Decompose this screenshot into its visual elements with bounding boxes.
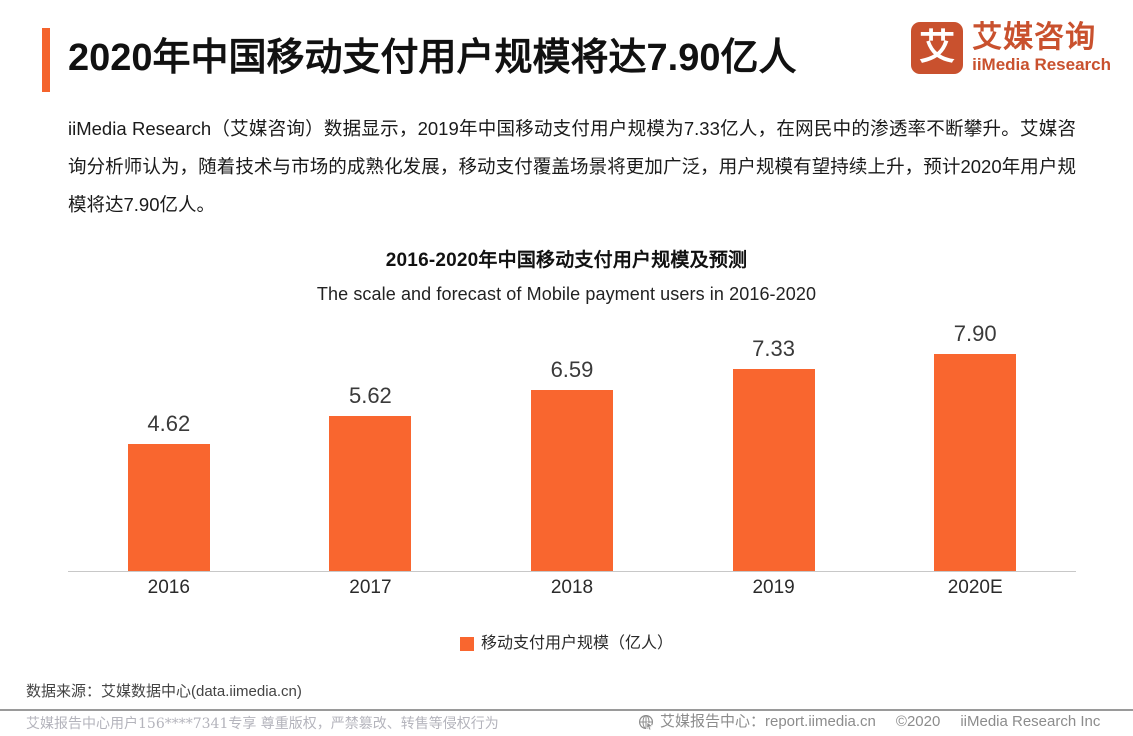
bar-series: 4.62 5.62 6.59 7.33 7.90 xyxy=(68,318,1076,571)
brand-logo: 艾 艾媒咨询 iiMedia Research xyxy=(911,22,1111,75)
chart-subtitle: The scale and forecast of Mobile payment… xyxy=(316,284,817,304)
header: 2020年中国移动支付用户规模将达7.90亿人 艾 艾媒咨询 iiMedia R… xyxy=(0,0,1133,104)
lede-paragraph: iiMedia Research（艾媒咨询）数据显示，2019年中国移动支付用户… xyxy=(68,118,1076,215)
logo-name-en: iiMedia Research xyxy=(972,54,1111,74)
x-axis-label: 2017 xyxy=(349,577,392,598)
chart-container: 2016-2020年中国移动支付用户规模及预测 The scale and fo… xyxy=(0,248,1133,668)
x-axis-line xyxy=(68,571,1076,572)
bar-value-label: 6.59 xyxy=(550,356,594,382)
bar-column: 7.90 xyxy=(934,318,1017,571)
x-axis-label: 2018 xyxy=(550,577,594,598)
logo-text: 艾媒咨询 iiMedia Research xyxy=(972,22,1111,74)
bar-chart-plot: 4.62 5.62 6.59 7.33 7.90 2016 2017 2018 2019 202… xyxy=(68,318,1076,602)
bar-rect xyxy=(329,416,412,571)
report-center-label: 艾媒报告中心：report.iimedia.cn xyxy=(660,713,876,730)
bar-value-label: 5.62 xyxy=(348,383,392,409)
copyright-year: ©2020 xyxy=(895,713,941,730)
x-axis-label: 2019 xyxy=(752,577,795,598)
bar-value-label: 7.33 xyxy=(752,336,795,362)
globe-cursor-icon xyxy=(638,714,655,731)
legend-swatch xyxy=(459,637,474,651)
bar-value-label: 4.62 xyxy=(147,410,191,436)
footer-report-info: 艾媒报告中心：report.iimedia.cn ©2020 iiMedia R… xyxy=(638,712,1100,732)
bar-column: 7.33 xyxy=(732,318,815,571)
page-title: 2020年中国移动支付用户规模将达7.90亿人 xyxy=(68,37,797,79)
x-axis-labels: 2016 2017 2018 2019 2020E xyxy=(68,574,1076,602)
chart-legend: 移动支付用户规模（亿人） xyxy=(0,636,1133,652)
watermark-text: 艾媒报告中心用户156****7341专享 尊重版权，严禁篡改、转售等侵权行为 xyxy=(26,716,499,732)
title-accent-bar xyxy=(42,28,50,92)
bar-rect xyxy=(732,369,815,571)
bar-rect xyxy=(127,443,210,571)
bar-column: 6.59 xyxy=(530,318,613,571)
footer-divider xyxy=(0,709,1133,711)
logo-name-cn: 艾媒咨询 xyxy=(972,21,1097,54)
x-axis-label: 2020E xyxy=(947,577,1003,598)
bar-column: 4.62 xyxy=(127,318,210,571)
x-axis-label: 2016 xyxy=(147,577,190,598)
bar-column: 5.62 xyxy=(329,318,412,571)
company-name: iiMedia Research Inc xyxy=(960,713,1101,730)
legend-label: 移动支付用户规模（亿人） xyxy=(480,635,673,652)
logo-mark-icon: 艾 xyxy=(911,22,964,75)
bar-rect xyxy=(934,353,1017,571)
chart-title: 2016-2020年中国移动支付用户规模及预测 xyxy=(385,250,748,271)
bar-value-label: 7.90 xyxy=(953,320,997,346)
data-source-text: 数据来源：艾媒数据中心(data.iimedia.cn) xyxy=(26,683,302,700)
bar-rect xyxy=(530,389,613,571)
